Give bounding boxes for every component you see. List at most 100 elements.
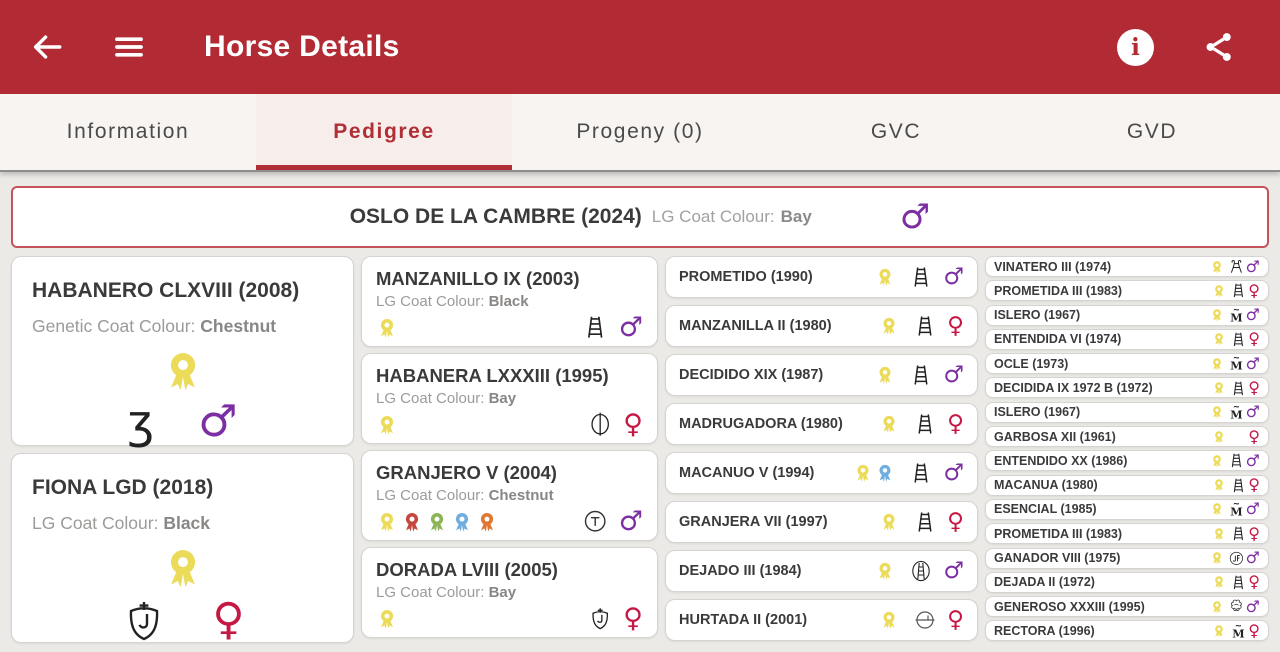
brand-circle-jf-icon	[1229, 551, 1243, 565]
brand-circle-dial-icon	[915, 611, 935, 629]
award-rosettes	[879, 316, 899, 336]
subject-coat-label: LG Coat Colour:	[651, 207, 775, 226]
brand-ladder-icon	[1234, 284, 1244, 298]
award-rosette-icon	[380, 318, 394, 338]
pedigree-card-dorada-lviii-2005[interactable]: DORADA LVIII (2005) LG Coat Colour: Bay …	[361, 547, 658, 638]
info-button[interactable]: i	[1117, 28, 1154, 66]
svg-text:~: ~	[1233, 404, 1240, 411]
brand-mark: ʒ	[127, 399, 154, 445]
pedigree-card-granjera-vii-1997[interactable]: GRANJERA VII (1997) ♀	[665, 501, 978, 543]
tab-label: GVD	[1126, 120, 1178, 143]
brand-ladder-icon	[1234, 478, 1244, 492]
pedigree-card-esencial-1985[interactable]: ESENCIAL (1985) M ~ ♂	[985, 498, 1269, 520]
pedigree-card-prometida-iii-1983[interactable]: PROMETIDA III (1983) ♀	[985, 280, 1269, 302]
brand-mark	[909, 559, 933, 583]
award-rosettes	[1212, 332, 1226, 346]
pedigree-card-entendido-xx-1986[interactable]: ENTENDIDO XX (1986) ♂	[985, 450, 1269, 472]
share-button[interactable]	[1202, 30, 1236, 64]
pedigree-card-macanuo-v-1994[interactable]: MACANUO V (1994) ♂	[665, 452, 978, 494]
award-rosettes	[32, 546, 333, 590]
horse-name: ENTENDIDO XX (1986)	[994, 453, 1128, 468]
brand-ladder-icon	[1231, 454, 1241, 468]
pedigree-card-vinatero-iii-1974[interactable]: VINATERO III (1974) ♂	[985, 256, 1269, 277]
brand-ladder-icon	[1234, 381, 1244, 395]
pedigree-card-prometida-iii-1983[interactable]: PROMETIDA III (1983) ♀	[985, 523, 1269, 545]
female-icon: ♀	[623, 603, 643, 634]
award-rosettes	[1210, 600, 1224, 614]
back-button[interactable]	[30, 30, 64, 64]
pedigree-card-decidido-xix-1987[interactable]: DECIDIDO XIX (1987) ♂	[665, 354, 978, 396]
pedigree-card-granjero-v-2004[interactable]: GRANJERO V (2004) LG Coat Colour: Chestn…	[361, 450, 658, 541]
brand-m-tilde-icon: M~	[1230, 404, 1242, 421]
pedigree-card-islero-1967[interactable]: ISLERO (1967) M ~ ♂	[985, 304, 1269, 326]
female-icon: ♀	[1248, 572, 1260, 592]
pedigree-card-fiona-lgd-2018[interactable]: FIONA LGD (2018) LG Coat Colour: Black ♀	[11, 453, 354, 643]
pedigree-card-hurtada-ii-2001[interactable]: HURTADA II (2001) ♀	[665, 599, 978, 641]
pedigree-card-dejada-ii-1972[interactable]: DEJADA II (1972) ♀	[985, 571, 1269, 593]
tab-pedigree[interactable]: Pedigree	[256, 94, 512, 170]
horse-name: FIONA LGD (2018)	[32, 476, 214, 499]
generation-1-column: HABANERO CLXVIII (2008) Genetic Coat Col…	[11, 256, 354, 650]
award-rosettes	[1210, 551, 1224, 565]
pedigree-card-manzanillo-ix-2003[interactable]: MANZANILLO IX (2003) LG Coat Colour: Bla…	[361, 256, 658, 347]
horse-name: VINATERO III (1974)	[994, 259, 1112, 274]
brand-mark: M ~	[1228, 404, 1245, 421]
brand-mark	[913, 412, 937, 436]
tab-gvc[interactable]: GVC	[768, 94, 1024, 170]
award-rosettes	[875, 267, 895, 287]
menu-button[interactable]	[112, 30, 146, 64]
brand-mark	[1230, 282, 1247, 299]
male-icon: ♂	[618, 506, 643, 537]
horse-name: ESENCIAL (1985)	[994, 502, 1097, 517]
brand-mark: M ~	[1230, 623, 1247, 640]
pedigree-panel: OSLO DE LA CAMBRE (2024) LG Coat Colour:…	[0, 172, 1280, 650]
pedigree-card-entendida-vi-1974[interactable]: ENTENDIDA VI (1974) ♀	[985, 328, 1269, 350]
horse-name: DECIDIDO XIX (1987)	[679, 367, 824, 383]
pedigree-card-decidida-ix-1972-b-1972[interactable]: DECIDIDA IX 1972 B (1972) ♀	[985, 377, 1269, 399]
generation-4-column: VINATERO III (1974) ♂ PROMETIDA III (198…	[985, 256, 1269, 645]
pedigree-card-macanua-1980[interactable]: MACANUA (1980) ♀	[985, 474, 1269, 496]
pedigree-card-ganador-viii-1975[interactable]: GANADOR VIII (1975) ♂	[985, 547, 1269, 569]
female-icon: ♀	[1248, 620, 1260, 640]
subject-horse-name: OSLO DE LA CAMBRE (2024)	[349, 205, 642, 228]
pedigree-card-rectora-1996[interactable]: RECTORA (1996) M ~ ♀	[985, 620, 1269, 642]
pedigree-card-dejado-iii-1984[interactable]: DEJADO III (1984) ♂	[665, 550, 978, 592]
award-rosette-icon	[1213, 552, 1221, 565]
award-rosette-icon	[380, 512, 394, 532]
tab-label: Pedigree	[333, 120, 435, 143]
pedigree-card-madrugadora-1980[interactable]: MADRUGADORA (1980) ♀	[665, 403, 978, 445]
female-icon: ♀	[947, 312, 964, 339]
generation-3-column: PROMETIDO (1990) ♂ MANZANILLA II (1980) …	[665, 256, 978, 648]
pedigree-card-habanero-clxviii-2008[interactable]: HABANERO CLXVIII (2008) Genetic Coat Col…	[11, 256, 354, 446]
pedigree-card-habanera-lxxxiii-1995[interactable]: HABANERA LXXXIII (1995) LG Coat Colour: …	[361, 353, 658, 444]
award-rosette-icon	[170, 353, 195, 391]
tab-progeny-0[interactable]: Progeny (0)	[512, 94, 768, 170]
brand-mark	[909, 265, 933, 289]
award-rosettes	[1212, 284, 1226, 298]
brand-ornate-icon	[1230, 599, 1242, 612]
male-icon: ♂	[1245, 499, 1260, 519]
horse-name: ISLERO (1967)	[994, 308, 1081, 323]
award-rosette-icon	[857, 464, 869, 482]
svg-text:M: M	[1230, 408, 1242, 421]
pedigree-card-ocle-1973[interactable]: OCLE (1973) M ~ ♂	[985, 353, 1269, 375]
award-rosettes	[1212, 430, 1226, 444]
pedigree-card-garbosa-xii-1961[interactable]: GARBOSA XII (1961) ♀	[985, 426, 1269, 448]
pedigree-card-prometido-1990[interactable]: PROMETIDO (1990) ♂	[665, 256, 978, 298]
pedigree-card-generoso-xxxiii-1995[interactable]: GENEROSO XXXIII (1995) ♂	[985, 596, 1269, 618]
award-rosette-icon	[1213, 406, 1221, 419]
pedigree-card-manzanilla-ii-1980[interactable]: MANZANILLA II (1980) ♀	[665, 305, 978, 347]
award-rosettes	[875, 561, 895, 581]
brand-ladder-icon	[1234, 332, 1244, 347]
award-rosette-icon	[455, 512, 469, 532]
coat-colour: LG Coat Colour: Black	[376, 293, 529, 310]
tab-information[interactable]: Information	[0, 94, 256, 170]
subject-horse-card[interactable]: OSLO DE LA CAMBRE (2024) LG Coat Colour:…	[11, 186, 1269, 248]
pedigree-card-islero-1967[interactable]: ISLERO (1967) M ~ ♂	[985, 401, 1269, 423]
award-rosette-icon	[883, 611, 895, 629]
brand-circle-t-icon	[585, 511, 606, 532]
tab-gvd[interactable]: GVD	[1024, 94, 1280, 170]
award-rosettes	[1210, 405, 1224, 419]
horse-name: DORADA LVIII (2005)	[376, 559, 558, 580]
award-rosette-icon	[1213, 260, 1221, 273]
